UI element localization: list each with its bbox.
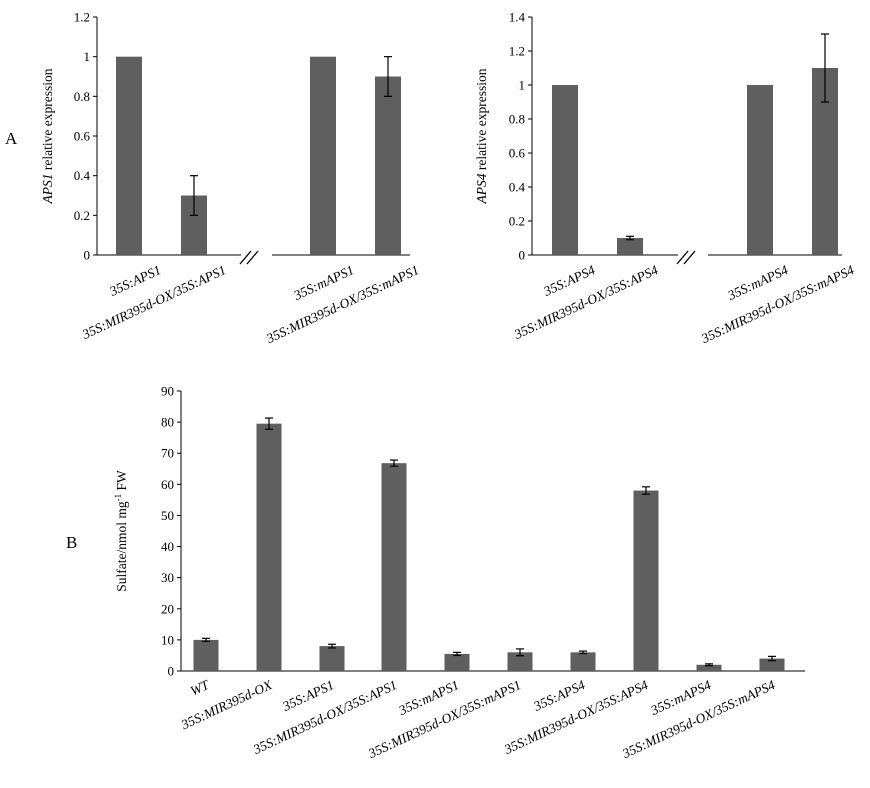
bar [116,56,142,255]
y-axis-label: APS4 relative expression [474,68,489,204]
y-tick-label: 80 [161,415,174,430]
y-tick-label: 90 [161,384,174,399]
y-tick-label: 20 [161,601,174,616]
bar [375,76,401,255]
y-axis-label: APS1 relative expression [40,68,55,204]
bar [570,652,596,671]
y-tick-label: 0.8 [74,89,90,104]
panel-label-a: A [5,129,18,148]
bar [633,490,659,671]
axis-break-mark [676,250,689,265]
y-tick-label: 0.8 [509,112,525,127]
bar [319,646,345,671]
y-tick-label: 1 [84,49,91,64]
chart-aps1-expression: 00.20.40.60.811.2//35S:APS135S:MIR395d-O… [40,10,421,347]
bar [747,85,773,255]
y-tick-label: 40 [161,539,174,554]
y-tick-label: 1 [519,78,526,93]
bar [696,664,722,671]
bar [552,85,578,255]
y-tick-label: 1.4 [509,10,526,25]
y-tick-label: 0.2 [509,214,525,229]
axis-break-mark [246,250,259,265]
bar [193,639,219,671]
bar [256,423,282,671]
y-tick-label: 1.2 [509,44,525,59]
y-tick-label: 1.2 [74,10,90,25]
y-tick-label: 60 [161,477,174,492]
y-tick-label: 50 [161,508,174,523]
axis-break-mark [683,250,696,265]
bar [507,652,533,671]
y-tick-label: 0.2 [74,208,90,223]
bar [310,56,336,255]
y-axis-label: Sulfate/nmol mg-1 FW [113,470,129,592]
bar [759,658,785,671]
bar [381,463,407,671]
bar [444,653,470,671]
y-tick-label: 0.4 [74,168,91,183]
y-tick-label: 30 [161,570,174,585]
y-tick-label: 0 [168,664,175,679]
y-tick-label: 0.6 [74,129,91,144]
panel-label-b: B [66,533,77,552]
y-tick-label: 0.4 [509,180,526,195]
y-tick-label: 0.6 [509,146,526,161]
bar [617,238,643,255]
y-tick-label: 0 [519,248,526,263]
y-tick-label: 0 [84,248,91,263]
x-tick-label: WT [188,676,213,698]
y-tick-label: 70 [161,446,174,461]
axis-break-mark [239,250,252,265]
y-tick-label: 10 [161,632,174,647]
